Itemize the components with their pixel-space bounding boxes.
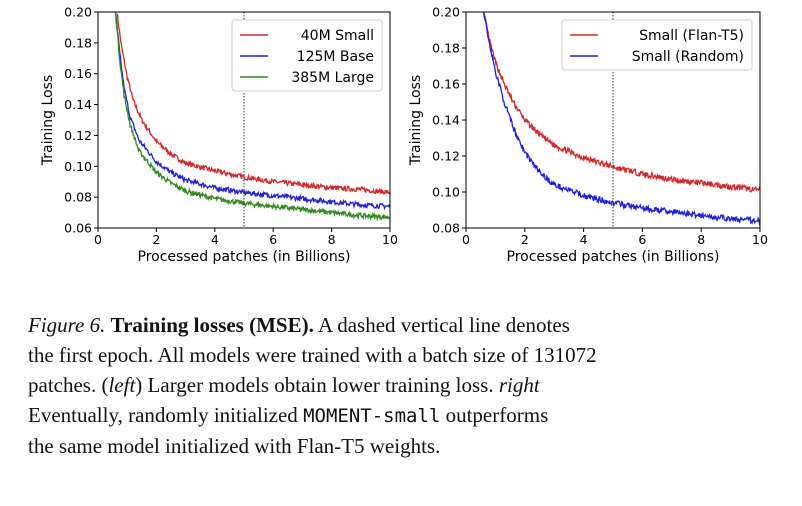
figure-6: 0 2 4 6 8 10 0.06 0.08 0.10 0.12 0.14 0.16 0.18 0.20 P…: [40, 5, 768, 266]
x-tick-label: 2: [521, 232, 529, 247]
series-line-2: [114, 12, 390, 222]
caption-line-2: the first epoch. All models were trained…: [28, 343, 597, 367]
legend-label: 40M Small: [301, 28, 374, 44]
legend-label: 125M Base: [297, 49, 374, 65]
caption-model-name: MOMENT-small: [303, 405, 441, 427]
y-tick-label: 0.18: [64, 35, 92, 50]
caption-left-ref: left: [108, 373, 136, 397]
caption-line-1: Figure 6. Training losses (MSE). A dashe…: [28, 310, 780, 340]
legend-label: 385M Large: [291, 70, 374, 86]
caption-line4-b: outperforms: [445, 403, 549, 427]
y-tick-label: 0.06: [64, 221, 92, 236]
legend-box: [231, 19, 383, 92]
caption-line-3: patches. (left) Larger models obtain low…: [28, 370, 780, 400]
series-line-0: [116, 13, 390, 196]
y-axis-label: Training Loss: [408, 75, 424, 166]
right-loss-chart: 0 2 4 6 8 10 0.08 0.10 0.12 0.14 0.16 0.18 0.20 Proce…: [408, 5, 768, 266]
x-tick-label: 10: [382, 232, 398, 247]
y-axis-label: Training Loss: [40, 75, 56, 166]
y-tick-label: 0.18: [432, 41, 460, 56]
caption-line1-rest: A dashed vertical line denotes: [317, 313, 570, 337]
caption-title: Training losses (MSE).: [110, 313, 314, 337]
y-tick-label: 0.16: [432, 77, 460, 92]
x-tick-label: 2: [152, 232, 160, 247]
x-tick-label: 4: [211, 232, 219, 247]
y-tick-label: 0.20: [432, 5, 460, 20]
x-tick-label: 0: [462, 232, 470, 247]
caption-line4-a: Eventually, randomly initialized: [28, 403, 298, 427]
y-tick-label: 0.08: [64, 190, 92, 205]
y-tick-label: 0.10: [64, 159, 92, 174]
x-tick-label: 10: [752, 232, 768, 247]
caption-line-4: Eventually, randomly initialized MOMENT-…: [28, 400, 780, 431]
x-tick-label: 6: [269, 232, 277, 247]
caption-right-ref: right: [498, 373, 540, 397]
y-tick-label: 0.14: [64, 97, 92, 112]
figure-caption: Figure 6. Training losses (MSE). A dashe…: [28, 310, 780, 461]
caption-line3-b: ) Larger models obtain lower training lo…: [135, 373, 494, 397]
series-line-1: [115, 12, 390, 211]
x-axis-label: Processed patches (in Billions): [507, 249, 720, 265]
legend-label: Small (Flan-T5): [639, 28, 744, 44]
x-tick-label: 4: [580, 232, 588, 247]
y-tick-label: 0.14: [432, 113, 460, 128]
legend-box: [561, 19, 753, 71]
x-tick-label: 8: [697, 232, 705, 247]
x-tick-label: 6: [638, 232, 646, 247]
plot-frame: [97, 11, 391, 229]
caption-line-5: the same model initialized with Flan-T5 …: [28, 434, 441, 458]
left-loss-chart: 0 2 4 6 8 10 0.06 0.08 0.10 0.12 0.14 0.16 0.18 0.20 P…: [40, 5, 398, 266]
y-tick-label: 0.12: [64, 128, 92, 143]
x-tick-label: 8: [328, 232, 336, 247]
y-tick-label: 0.16: [64, 66, 92, 81]
x-tick-label: 0: [94, 232, 102, 247]
caption-figure-label: Figure 6.: [28, 313, 106, 337]
series-line-0: [483, 12, 760, 193]
y-tick-label: 0.08: [432, 221, 460, 236]
legend-label: Small (Random): [632, 49, 744, 65]
y-tick-label: 0.20: [64, 5, 92, 20]
y-tick-label: 0.10: [432, 185, 460, 200]
y-tick-label: 0.12: [432, 149, 460, 164]
caption-line3-a: patches. (: [28, 373, 109, 397]
x-axis-label: Processed patches (in Billions): [138, 249, 351, 265]
series-line-1: [483, 12, 760, 226]
